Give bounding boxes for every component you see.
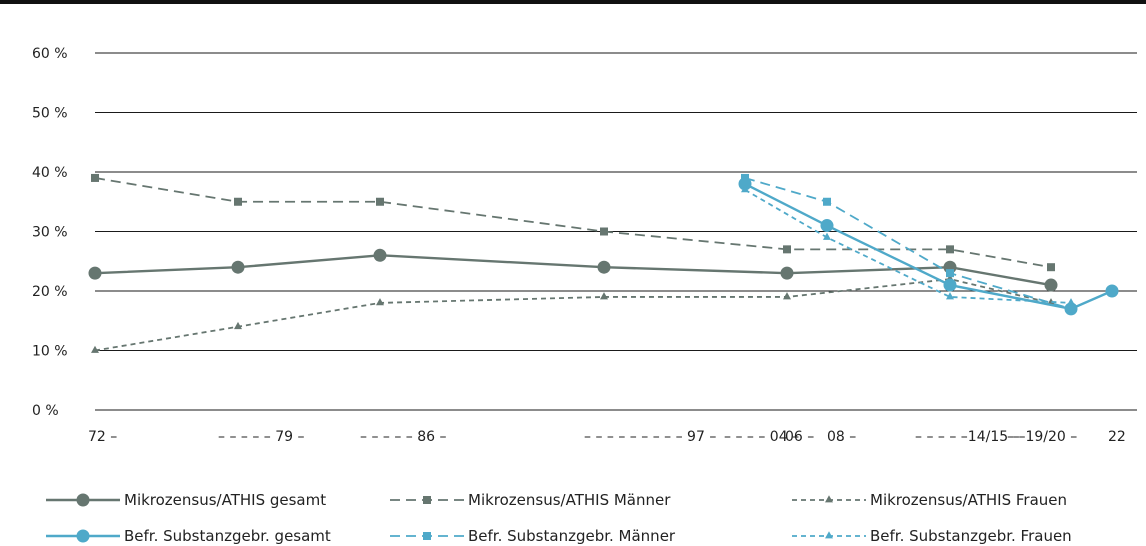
legend-label: Befr. Substanzgebr. gesamt [124,527,331,545]
y-axis-ticks: 0 % 10 % 20 % 30 % 40 % 50 % 60 % [32,46,68,419]
data-point [1044,278,1058,292]
x-tick-label: – – – – – 79 – [218,429,305,445]
data-point [376,298,384,306]
data-point [373,248,387,262]
legend-label: Befr. Substanzgebr. Frauen [870,527,1072,545]
series-line [94,278,1052,352]
data-point [376,197,384,206]
series-group [741,173,1075,313]
series [88,173,1119,353]
legend-item: Befr. Substanzgebr. Männer [390,527,676,545]
data-point [234,321,242,330]
y-tick-label: 60 % [32,46,68,62]
x-tick-label: 22 [1108,429,1126,445]
x-tick-label: – – – – 04 – [724,429,799,445]
legend-label: Mikrozensus/ATHIS Frauen [870,491,1067,509]
legend-label: Mikrozensus/ATHIS Männer [468,491,671,509]
series-group [738,177,1119,316]
data-point [600,227,608,236]
data-point [946,245,954,254]
data-point [946,269,954,278]
data-point [1105,284,1119,298]
y-tick-label: 40 % [32,165,68,181]
legend-marker [76,493,90,507]
series-line [744,182,1113,311]
data-point [780,266,794,280]
data-point [1047,263,1055,272]
legend-label: Mikrozensus/ATHIS gesamt [124,491,326,509]
data-point [91,173,99,182]
y-tick-label: 0 % [32,403,59,419]
data-point [820,219,834,233]
series-line [94,177,1052,269]
x-tick-label: – – – – – 86 – [360,429,447,445]
data-point [783,292,791,300]
x-tick-label: – – – – –14/15 – [915,429,1020,445]
legend-marker [423,496,431,504]
data-point [1067,298,1075,306]
data-point [783,245,791,254]
x-tick-label: – – – – – – – – – 97 – [584,429,716,445]
data-point [88,266,102,280]
x-tick-label: 08 – [827,429,856,445]
y-tick-label: 10 % [32,344,68,360]
data-point [234,197,242,206]
data-point [91,345,99,353]
data-point [943,278,957,292]
data-point [741,185,749,193]
data-point [946,292,954,300]
x-tick-label: – –19/20 – [1007,429,1077,445]
grid [95,52,1137,411]
legend-marker [825,495,833,503]
legend-label: Befr. Substanzgebr. Männer [468,527,676,545]
legend-marker [76,529,90,543]
y-tick-label: 20 % [32,284,68,300]
legend-item: Befr. Substanzgebr. gesamt [46,527,331,545]
legend-item: Mikrozensus/ATHIS Frauen [792,491,1067,509]
legend-marker [423,532,431,540]
legend: Mikrozensus/ATHIS gesamt Mikrozensus/ATHI… [46,491,1072,545]
series-line [744,189,1072,304]
series-group [91,274,1055,353]
y-tick-label: 30 % [32,225,68,241]
y-tick-label: 50 % [32,106,68,122]
series-line [744,177,1072,310]
data-point [823,232,831,240]
top-rule [0,0,1146,4]
x-tick-label: 72 – [88,429,117,445]
data-point [741,173,749,182]
legend-item: Befr. Substanzgebr. Frauen [792,527,1072,545]
series-group [91,173,1055,272]
x-tick-label: 06 – [785,429,814,445]
data-point [231,260,245,274]
legend-item: Mikrozensus/ATHIS gesamt [46,491,326,509]
legend-item: Mikrozensus/ATHIS Männer [390,491,671,509]
data-point [597,260,611,274]
data-point [823,197,831,206]
x-axis-ticks: 72 – – – – – – 79 – – – – – – 86 – – – – – … [88,429,1126,445]
legend-marker [825,531,833,539]
data-point [600,292,608,300]
data-point [1067,304,1075,313]
series-group [88,248,1058,292]
series-group [741,185,1075,306]
